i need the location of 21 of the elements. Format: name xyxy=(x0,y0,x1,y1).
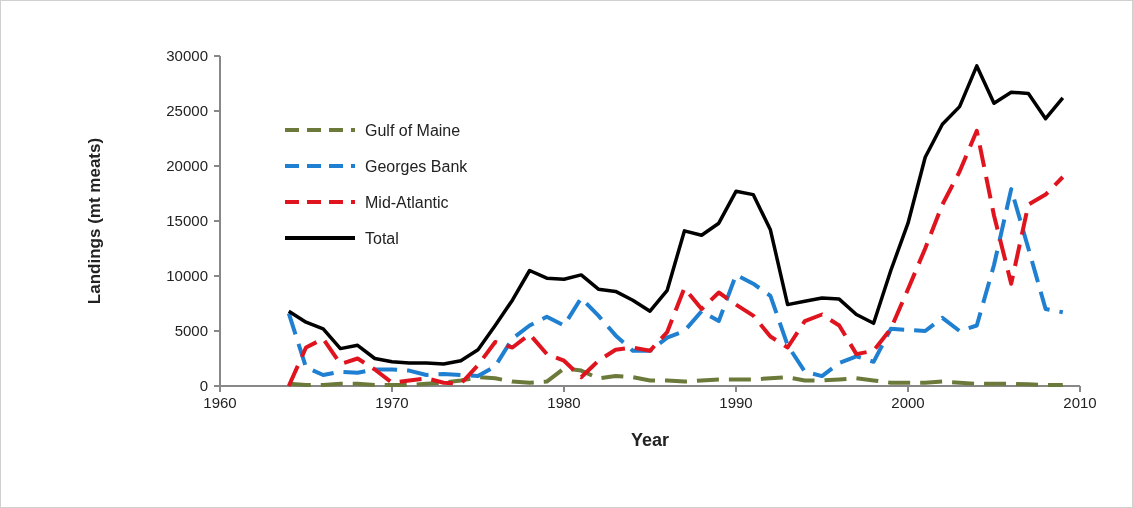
x-axis-title: Year xyxy=(630,430,670,450)
legend-label: Georges Bank xyxy=(365,157,469,175)
x-tick-label: 1980 xyxy=(547,394,581,411)
y-axis-title: Landings (mt meats) xyxy=(85,137,104,305)
y-tick-label: 0 xyxy=(199,377,208,395)
x-tick-label: 1970 xyxy=(375,394,409,411)
x-tick-label: 2000 xyxy=(891,394,925,411)
legend-label: Gulf of Maine xyxy=(365,121,461,139)
y-tick-label: 20000 xyxy=(166,157,208,175)
y-tick-label: 30000 xyxy=(166,47,208,65)
legend-label: Mid-Atlantic xyxy=(365,193,449,211)
x-tick-label: 1960 xyxy=(203,394,237,411)
y-tick-label: 10000 xyxy=(166,267,208,285)
legend-label: Total xyxy=(365,229,399,247)
line-series xyxy=(287,64,1065,366)
y-tick-label: 5000 xyxy=(174,322,208,340)
y-tick-label: 25000 xyxy=(166,102,208,120)
y-tick-label: 15000 xyxy=(166,212,208,230)
x-tick-label: 1990 xyxy=(719,394,753,411)
line-series xyxy=(286,187,1065,379)
x-tick-label: 2010 xyxy=(1063,394,1097,411)
